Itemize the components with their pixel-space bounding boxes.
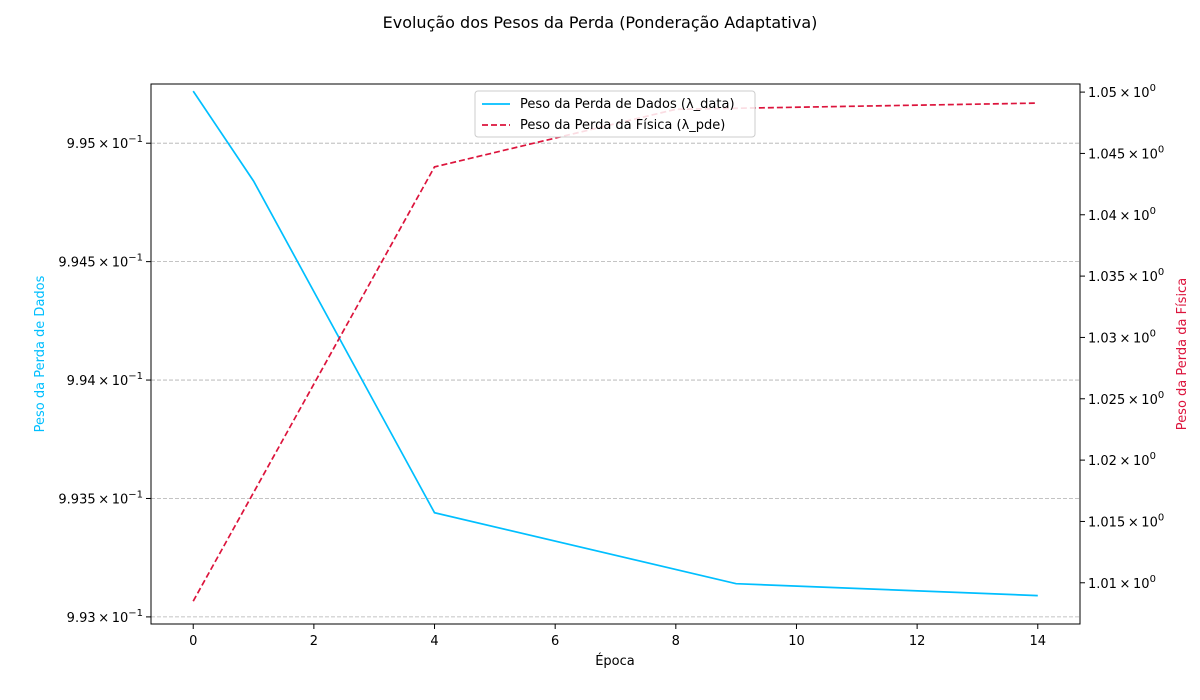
legend: Peso da Perda de Dados (λ_data) Peso da … [474,90,756,138]
y-right-tick-label: 1.03 × 100 [1088,328,1156,346]
y-right-tick-label: 1.04 × 100 [1088,206,1156,224]
x-tick-label: 4 [430,634,438,649]
legend-label-pde: Peso da Perda da Física (λ_pde) [520,118,725,133]
y-right-tick-label: 1.025 × 100 [1088,390,1164,408]
y-right-tick-label: 1.05 × 100 [1088,83,1156,101]
x-axis-label: Época [595,653,635,669]
chart-title: Evolução dos Pesos da Perda (Ponderação … [383,13,818,32]
y-left-tick-label: 9.93 × 10−1 [67,608,143,626]
x-axis: 0 2 4 6 8 10 12 14 [189,624,1046,649]
x-tick-label: 10 [788,634,805,649]
series-group [192,90,1038,602]
y-axis-right: 1.01 × 100 1.015 × 100 1.02 × 100 1.025 × 1… [1080,83,1164,592]
y-right-tick-label: 1.015 × 100 [1088,512,1164,530]
y-right-tick-label: 1.02 × 100 [1088,451,1156,469]
x-tick-label: 14 [1029,634,1046,649]
grid-lines [151,142,1080,618]
y-axis-left: 9.93 × 10−1 9.935 × 10−1 9.94 × 10−1 9.945 … [58,134,151,626]
x-tick-label: 0 [189,634,197,649]
y-right-tick-label: 1.045 × 100 [1088,144,1164,162]
y-right-tick-label: 1.035 × 100 [1088,267,1164,285]
x-tick-label: 6 [551,634,559,649]
series-line-data [192,90,1038,597]
y-axis-right-label: Peso da Perda da Física [1175,278,1190,430]
y-left-tick-label: 9.94 × 10−1 [67,371,143,389]
y-left-tick-label: 9.95 × 10−1 [67,134,143,152]
plot-frame [150,83,1081,625]
y-right-tick-label: 1.01 × 100 [1088,574,1156,592]
legend-label-data: Peso da Perda de Dados (λ_data) [520,97,735,112]
y-left-tick-label: 9.935 × 10−1 [58,489,143,507]
legend-box [474,90,756,138]
series-line-pde [192,102,1038,602]
y-axis-left-label: Peso da Perda de Dados [33,275,48,432]
x-tick-label: 8 [672,634,680,649]
y-left-tick-label: 9.945 × 10−1 [58,253,143,271]
x-tick-label: 2 [310,634,318,649]
x-tick-label: 12 [909,634,926,649]
